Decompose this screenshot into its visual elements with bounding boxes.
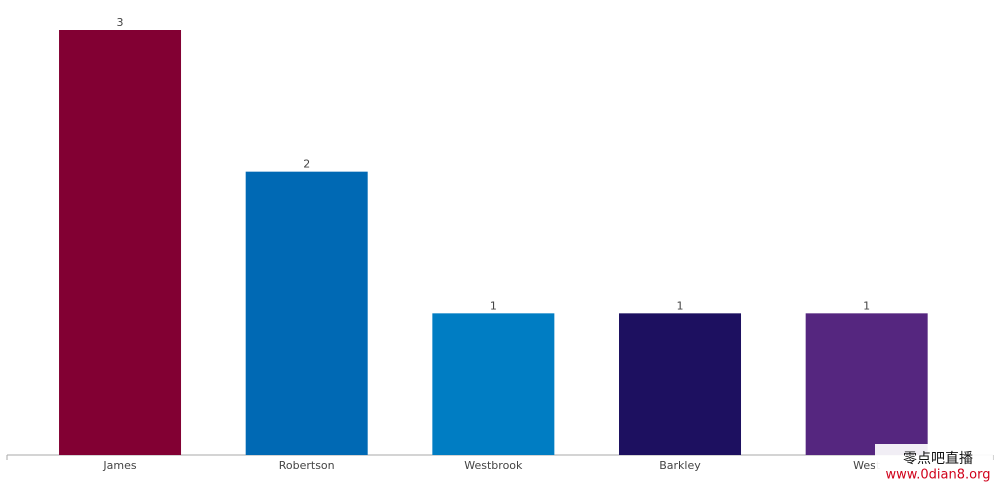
x-tick-label: Robertson bbox=[279, 459, 335, 472]
watermark-url: www.0dian8.org bbox=[886, 468, 991, 483]
bar bbox=[59, 30, 182, 455]
x-tick-label: Westbrook bbox=[464, 459, 523, 472]
value-label: 1 bbox=[677, 299, 684, 312]
value-label: 1 bbox=[863, 299, 870, 312]
x-tick-label: James bbox=[102, 459, 136, 472]
x-tick-label: West bbox=[853, 459, 881, 472]
bar bbox=[432, 313, 555, 455]
value-label: 2 bbox=[303, 158, 310, 171]
watermark-name: 零点吧直播 bbox=[903, 450, 973, 467]
watermark-box bbox=[875, 444, 993, 487]
value-label: 1 bbox=[490, 299, 497, 312]
bar bbox=[619, 313, 742, 455]
bar bbox=[245, 171, 368, 455]
x-tick-label: Barkley bbox=[659, 459, 701, 472]
value-label: 3 bbox=[117, 16, 124, 29]
bar bbox=[805, 313, 928, 455]
